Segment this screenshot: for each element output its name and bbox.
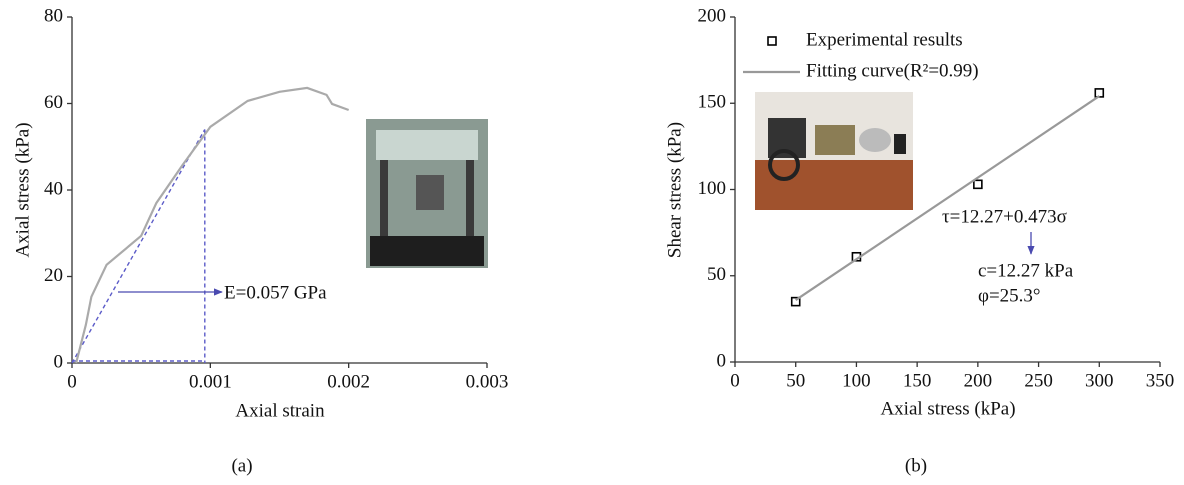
y-tick-label: 20 — [44, 265, 63, 286]
annotation: φ=25.3° — [978, 285, 1041, 306]
panel-label: (a) — [231, 455, 252, 476]
x-tick-label: 350 — [1146, 370, 1175, 391]
legend-label: Experimental results — [806, 29, 963, 50]
x-axis-title: Axial stress (kPa) — [880, 398, 1015, 419]
legend-label: Fitting curve(R²=0.99) — [806, 60, 979, 81]
y-axis-title: Axial stress (kPa) — [12, 122, 33, 257]
panel-label: (b) — [905, 455, 927, 476]
y-tick-label: 150 — [698, 92, 727, 113]
y-tick-label: 80 — [44, 5, 63, 26]
series-line — [76, 88, 349, 363]
y-tick-label: 0 — [717, 350, 727, 371]
x-tick-label: 300 — [1085, 370, 1114, 391]
scatter-point — [974, 180, 982, 188]
annotation: E=0.057 GPa — [224, 282, 327, 303]
x-axis-title: Axial strain — [235, 400, 325, 421]
y-tick-label: 0 — [54, 351, 64, 372]
figure: 0 0.001 0.002 0.003 0 20 40 60 80 Axial strain Axi… — [0, 0, 1184, 485]
inset-photo-b — [755, 92, 913, 210]
annotation: τ=12.27+0.473σ — [942, 206, 1067, 227]
y-tick-label: 200 — [698, 5, 727, 26]
x-tick-label: 0 — [67, 371, 77, 392]
x-tick-label: 0.003 — [466, 371, 509, 392]
y-tick-label: 50 — [707, 264, 726, 285]
y-axis-title: Shear stress (kPa) — [664, 122, 685, 258]
secant-line — [72, 129, 205, 363]
y-tick-label: 40 — [44, 178, 63, 199]
annotation: c=12.27 kPa — [978, 260, 1074, 281]
legend-marker — [768, 37, 776, 45]
inset-photo-a — [366, 119, 488, 268]
x-tick-label: 200 — [964, 370, 993, 391]
x-tick-label: 100 — [842, 370, 871, 391]
x-tick-label: 250 — [1024, 370, 1053, 391]
y-tick-label: 60 — [44, 92, 63, 113]
scatter-point — [1095, 89, 1103, 97]
x-tick-label: 150 — [903, 370, 932, 391]
x-tick-label: 0.002 — [327, 371, 370, 392]
y-tick-label: 100 — [698, 178, 727, 199]
x-tick-label: 0 — [730, 370, 740, 391]
x-tick-label: 50 — [786, 370, 805, 391]
x-tick-label: 0.001 — [189, 371, 232, 392]
